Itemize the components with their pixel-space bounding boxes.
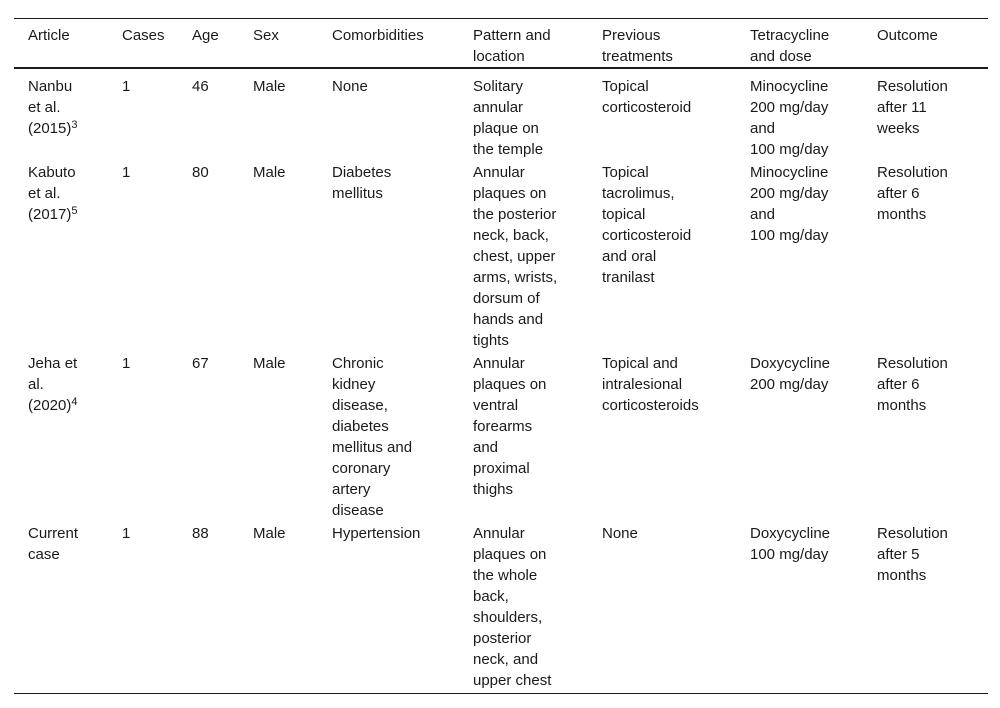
column-header-previous: Previous treatments <box>602 18 750 69</box>
column-header-tetracycline: Tetracycline and dose <box>750 18 877 69</box>
cell-pattern: Solitary annular plaque on the temple <box>473 78 544 158</box>
reference-superscript: 4 <box>71 396 78 408</box>
column-header-comorbidities: Comorbidities <box>332 18 473 69</box>
table-row: Jeha et al. (2020)4 1 67 Male Chronic kidney… <box>14 351 988 521</box>
cell-age: 88 <box>192 525 209 542</box>
column-header-age: Age <box>192 18 253 69</box>
reference-superscript: 5 <box>71 205 78 217</box>
table-body: Nanbu et al. (2015)3 1 46 Male None Solitary … <box>14 68 988 694</box>
cell-tetracycline: Minocycline 200 mg/day and 100 mg/day <box>750 164 829 244</box>
cell-age: 80 <box>192 164 209 181</box>
table-row: Nanbu et al. (2015)3 1 46 Male None Solitary … <box>14 68 988 160</box>
article-citation: Current case <box>28 525 79 563</box>
cell-article: Jeha et al. (2020)4 <box>14 351 122 521</box>
header-row: Article Cases Age Sex Comorbidities Pattern a… <box>14 18 988 69</box>
cell-outcome: Resolution after 6 months <box>877 355 948 414</box>
cell-pattern: Annular plaques on the whole back, shoul… <box>473 525 552 689</box>
column-header-sex: Sex <box>253 18 332 69</box>
cell-sex: Male <box>253 164 286 181</box>
cell-outcome: Resolution after 5 months <box>877 525 948 584</box>
table-row: Current case 1 88 Male Hypertension Annular p… <box>14 521 988 694</box>
cell-outcome: Resolution after 11 weeks <box>877 78 948 137</box>
cell-pattern: Annular plaques on the posterior neck, b… <box>473 164 558 349</box>
cell-previous: Topical corticosteroid <box>602 78 692 116</box>
article-citation: Kabuto et al. (2017) <box>28 164 76 223</box>
cell-cases: 1 <box>122 164 131 181</box>
cell-cases: 1 <box>122 78 131 95</box>
cell-tetracycline: Doxycycline 200 mg/day <box>750 355 831 393</box>
column-header-outcome: Outcome <box>877 18 988 69</box>
cell-comorbidities: None <box>332 78 368 95</box>
cell-comorbidities: Hypertension <box>332 525 421 542</box>
cell-sex: Male <box>253 525 286 542</box>
article-citation: Jeha et al. (2020) <box>28 355 78 414</box>
cell-article: Current case <box>14 521 122 694</box>
cell-article: Kabuto et al. (2017)5 <box>14 160 122 351</box>
cell-sex: Male <box>253 78 286 95</box>
cell-comorbidities: Chronic kidney disease, diabetes mellitu… <box>332 355 413 519</box>
cell-article: Nanbu et al. (2015)3 <box>14 68 122 160</box>
cell-cases: 1 <box>122 525 131 542</box>
column-header-cases: Cases <box>122 18 192 69</box>
column-header-pattern: Pattern and location <box>473 18 602 69</box>
cell-previous: Topical and intralesional corticosteroid… <box>602 355 699 414</box>
cell-cases: 1 <box>122 355 131 372</box>
article-citation: Nanbu et al. (2015) <box>28 78 73 137</box>
cell-previous: Topical tacrolimus, topical corticostero… <box>602 164 692 286</box>
cell-tetracycline: Doxycycline 100 mg/day <box>750 525 831 563</box>
cell-age: 67 <box>192 355 209 372</box>
cell-previous: None <box>602 525 638 542</box>
cell-sex: Male <box>253 355 286 372</box>
column-header-article: Article <box>14 18 122 69</box>
cell-pattern: Annular plaques on ventral forearms and … <box>473 355 547 498</box>
cell-comorbidities: Diabetes mellitus <box>332 164 392 202</box>
reference-superscript: 3 <box>71 119 78 131</box>
cell-age: 46 <box>192 78 209 95</box>
cell-tetracycline: Minocycline 200 mg/day and 100 mg/day <box>750 78 829 158</box>
case-reports-table-container: Article Cases Age Sex Comorbidities Pattern a… <box>14 18 988 694</box>
cell-outcome: Resolution after 6 months <box>877 164 948 223</box>
case-reports-table: Article Cases Age Sex Comorbidities Pattern a… <box>14 18 988 694</box>
table-row: Kabuto et al. (2017)5 1 80 Male Diabetes mel… <box>14 160 988 351</box>
